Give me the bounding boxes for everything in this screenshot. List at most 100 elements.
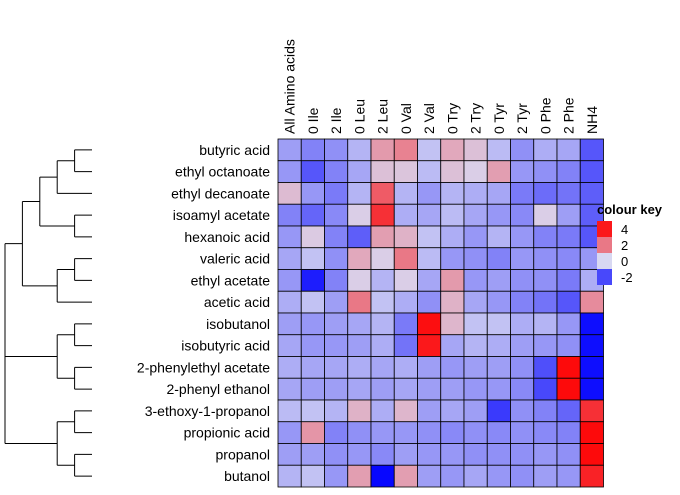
- heatmap-cell: [486, 290, 511, 314]
- heatmap-cell: [277, 334, 302, 357]
- heatmap-cell: [463, 464, 488, 488]
- legend-swatch: [597, 269, 612, 285]
- heatmap-cell: [347, 269, 372, 292]
- heatmap-cell: [300, 399, 325, 423]
- heatmap-cell: [393, 399, 418, 423]
- heatmap-cell: [533, 247, 558, 270]
- column-label: 0 Phe: [537, 97, 553, 134]
- heatmap-cell: [533, 356, 558, 379]
- row-label: valeric acid: [200, 251, 270, 267]
- heatmap-cell: [393, 203, 418, 227]
- heatmap-cell: [579, 377, 604, 401]
- heatmap-cell: [556, 443, 581, 466]
- legend-title: colour key: [597, 202, 663, 217]
- heatmap-cell: [510, 203, 535, 227]
- heatmap-cell: [370, 377, 395, 401]
- heatmap-cell: [463, 182, 488, 205]
- heatmap-cell: [347, 225, 372, 249]
- heatmap-cell: [393, 247, 418, 270]
- row-label: hexanoic acid: [184, 229, 270, 245]
- heatmap-cell: [579, 334, 604, 357]
- heatmap-cell: [300, 312, 325, 336]
- heatmap-cell: [510, 464, 535, 488]
- heatmap-cell: [579, 290, 604, 314]
- heatmap-cell: [324, 334, 349, 357]
- heatmap-cell: [417, 421, 442, 444]
- heatmap-cell: [463, 160, 488, 183]
- heatmap-cell: [463, 399, 488, 423]
- heatmap-cells: [277, 138, 604, 488]
- heatmap-cell: [417, 464, 442, 488]
- legend-swatch: [597, 221, 612, 237]
- heatmap-cell: [486, 160, 511, 183]
- heatmap-cell: [393, 443, 418, 466]
- heatmap-cell: [533, 443, 558, 466]
- heatmap-cell: [393, 312, 418, 336]
- heatmap-cell: [347, 464, 372, 488]
- heatmap-cell: [417, 269, 442, 292]
- heatmap-cell: [486, 399, 511, 423]
- heatmap-cell: [347, 399, 372, 423]
- heatmap-cell: [324, 225, 349, 249]
- heatmap-cell: [556, 356, 581, 379]
- heatmap-cell: [370, 334, 395, 357]
- heatmap-cell: [300, 225, 325, 249]
- row-label: butanol: [224, 468, 270, 484]
- column-label: NH4: [584, 106, 600, 134]
- heatmap-cell: [463, 225, 488, 249]
- heatmap-cell: [324, 443, 349, 466]
- column-label: 2 Leu: [375, 99, 391, 134]
- heatmap-cell: [417, 334, 442, 357]
- row-label: 2-phenyl ethanol: [166, 381, 270, 397]
- heatmap-cell: [393, 160, 418, 183]
- heatmap-cell: [440, 312, 465, 336]
- heatmap-cell: [510, 160, 535, 183]
- heatmap-cell: [324, 399, 349, 423]
- heatmap-cell: [370, 464, 395, 488]
- column-label: 0 Tyr: [491, 103, 507, 134]
- heatmap-cell: [533, 399, 558, 423]
- colour-key-legend: colour key 420-2: [597, 202, 663, 285]
- heatmap-cell: [277, 377, 302, 401]
- heatmap-cell: [486, 464, 511, 488]
- heatmap-cell: [347, 377, 372, 401]
- heatmap-cell: [300, 356, 325, 379]
- legend-swatch: [597, 237, 612, 253]
- heatmap-cell: [347, 203, 372, 227]
- heatmap-cell: [556, 203, 581, 227]
- heatmap-cell: [556, 334, 581, 357]
- heatmap-cell: [300, 138, 325, 162]
- heatmap-cell: [556, 377, 581, 401]
- heatmap-cell: [393, 377, 418, 401]
- heatmap-cell: [324, 290, 349, 314]
- heatmap-cell: [556, 399, 581, 423]
- heatmap-cell: [277, 203, 302, 227]
- heatmap-cell: [579, 399, 604, 423]
- heatmap-cell: [417, 443, 442, 466]
- row-label: isobutyric acid: [181, 338, 270, 354]
- heatmap-cell: [486, 225, 511, 249]
- heatmap-cell: [277, 312, 302, 336]
- heatmap-cell: [579, 312, 604, 336]
- heatmap-cell: [510, 290, 535, 314]
- heatmap-cell: [533, 334, 558, 357]
- row-label: propionic acid: [184, 425, 270, 441]
- heatmap-cell: [324, 421, 349, 444]
- heatmap-cell: [440, 269, 465, 292]
- heatmap-cell: [440, 138, 465, 162]
- column-labels: All Amino acids 0 Ile 2 Ile 0 Leu 2 Leu 0 Val…: [282, 39, 600, 134]
- heatmap-cell: [486, 203, 511, 227]
- heatmap-cell: [463, 138, 488, 162]
- heatmap-cell: [533, 421, 558, 444]
- heatmap-cell: [417, 399, 442, 423]
- heatmap-cell: [579, 160, 604, 183]
- heatmap-cell: [277, 443, 302, 466]
- heatmap-cell: [347, 312, 372, 336]
- heatmap-cell: [556, 312, 581, 336]
- row-label: ethyl decanoate: [171, 185, 270, 201]
- heatmap-cell: [393, 138, 418, 162]
- heatmap-cell: [533, 377, 558, 401]
- heatmap-cell: [463, 421, 488, 444]
- row-label: butyric acid: [199, 142, 270, 158]
- heatmap-cell: [510, 138, 535, 162]
